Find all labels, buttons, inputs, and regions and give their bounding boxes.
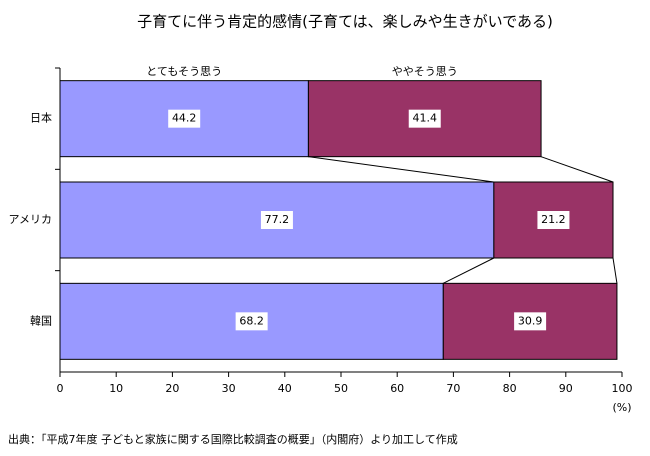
y-tick-label: 韓国 — [30, 314, 52, 327]
legend-label: とてもそう思う — [146, 65, 222, 78]
legend-label: ややそう思う — [392, 65, 458, 78]
value-label-box — [408, 109, 441, 128]
x-tick-label: 30 — [222, 382, 236, 395]
series-line — [540, 156, 614, 183]
chart-title: 子育てに伴う肯定的感情(子育ては、楽しみや生きがいである) — [137, 13, 553, 31]
series-line — [612, 257, 618, 284]
x-tick-label: 90 — [559, 382, 573, 395]
x-tick-label: 70 — [446, 382, 460, 395]
x-tick-label: 100 — [612, 382, 633, 395]
value-label-box — [168, 109, 201, 128]
x-tick-label: 40 — [278, 382, 292, 395]
value-label: 77.2 — [265, 213, 290, 226]
source: 出典：「平成7年度 子どもと家族に関する国際比較調査の概要」（内閣府）より加工し… — [8, 432, 458, 446]
value-label: 68.2 — [239, 314, 264, 327]
x-axis-label: (%) — [612, 401, 631, 414]
x-tick-label: 20 — [165, 382, 179, 395]
series-line — [443, 257, 495, 284]
value-label: 21.2 — [541, 213, 566, 226]
value-label-box — [537, 211, 570, 229]
x-tick-label: 80 — [503, 382, 517, 395]
value-label-box — [235, 312, 268, 331]
value-label-box — [514, 312, 547, 331]
x-tick-label: 0 — [57, 382, 64, 395]
value-label: 30.9 — [518, 314, 543, 327]
value-label: 41.4 — [412, 112, 437, 125]
y-tick-label: アメリカ — [9, 213, 52, 226]
x-tick-label: 10 — [109, 382, 123, 395]
y-tick-label: 日本 — [30, 111, 52, 125]
x-tick-label: 60 — [390, 382, 404, 395]
x-tick-label: 50 — [334, 382, 348, 395]
series-line — [308, 156, 494, 183]
value-label-box — [260, 211, 293, 229]
value-label: 44.2 — [172, 112, 197, 125]
